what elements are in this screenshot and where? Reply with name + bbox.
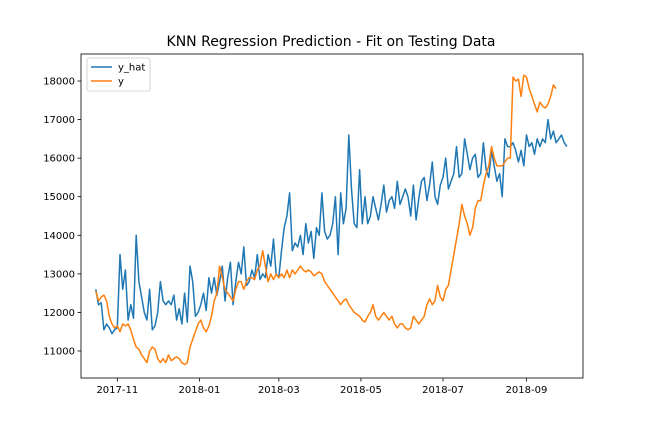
y-tick-label: 15000 [43,192,75,203]
y-tick-label: 12000 [43,308,75,319]
y-tick-label: 17000 [43,115,75,126]
x-tick-label: 2018-05 [340,385,382,396]
plot-frame [80,53,584,379]
series-line-y [95,74,557,366]
x-tick-label: 2018-03 [258,385,300,396]
series-line-y-hat [95,118,568,335]
axes-layer: 2017-11 2018-01 2018-03 2018-05 2018-07 2018-… [43,53,584,396]
x-tick-label: 2018-09 [506,385,548,396]
y-tick-label: 18000 [43,77,75,88]
y-tick-label: 14000 [43,231,75,242]
x-tick-label: 2017-11 [96,385,138,396]
x-tick-label: 2018-01 [179,385,221,396]
x-tick-label: 2018-07 [422,385,464,396]
legend-label-y-hat: y_hat [118,63,145,74]
y-tick-label: 11000 [43,347,75,358]
y-tick-label: 13000 [43,269,75,280]
legend-label-y: y [118,77,124,88]
chart-title: KNN Regression Prediction - Fit on Testi… [167,34,496,50]
y-tick-label: 16000 [43,154,75,165]
series-layer [95,74,568,366]
